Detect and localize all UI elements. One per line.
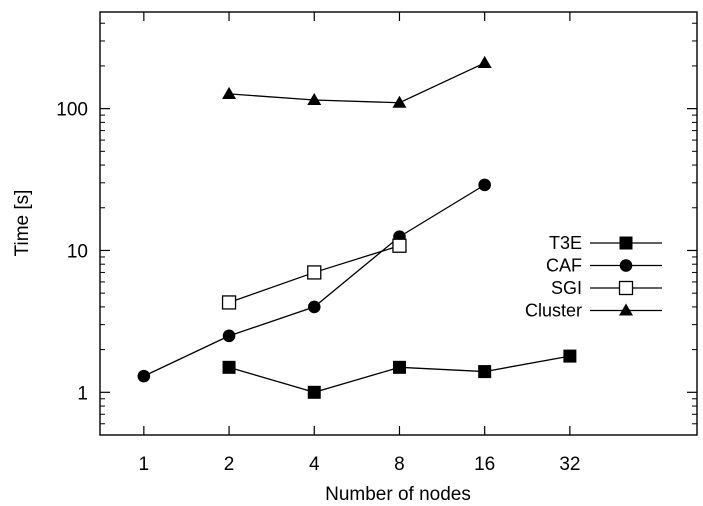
legend-marker-caf — [619, 259, 633, 272]
x-tick-label: 16 — [474, 454, 495, 475]
series-layer — [137, 55, 577, 399]
legend-entry-t3e: T3E — [549, 233, 662, 253]
data-point-t3e — [392, 360, 406, 374]
legend-marker-t3e — [619, 236, 633, 250]
series-sgi — [221, 238, 407, 310]
legend-label: Cluster — [525, 301, 582, 321]
x-axis-title: Number of nodes — [325, 484, 471, 505]
data-point-cluster — [222, 86, 237, 99]
plot-area-border — [99, 11, 698, 436]
series-line-cluster — [229, 62, 485, 104]
x-tick-label: 32 — [559, 454, 580, 475]
data-point-t3e — [307, 385, 321, 399]
data-point-caf — [137, 369, 151, 383]
legend-label: CAF — [546, 256, 582, 276]
x-tick-label: 8 — [394, 454, 405, 475]
x-tick-label: 2 — [224, 454, 235, 475]
legend-marker-cluster — [619, 303, 633, 316]
x-axis-ticks: 1 2 4 8 16 32 — [139, 12, 580, 475]
series-line-caf — [143, 184, 486, 377]
data-point-sgi — [221, 295, 237, 310]
y-axis-ticks: 1 10 100 — [56, 22, 697, 436]
data-point-t3e — [563, 349, 577, 363]
y-tick-label: 1 — [77, 383, 88, 404]
data-point-t3e — [478, 365, 492, 379]
legend-label: SGI — [551, 278, 582, 298]
legend-marker-sgi — [618, 280, 634, 296]
y-axis-title: Time [s] — [12, 190, 33, 257]
x-tick-label: 1 — [139, 454, 150, 475]
plot-frame — [99, 11, 698, 436]
data-point-cluster — [307, 93, 322, 106]
x-tick-label: 4 — [309, 454, 320, 475]
data-point-cluster — [392, 95, 407, 108]
data-point-sgi — [392, 238, 407, 253]
data-point-sgi — [307, 265, 322, 280]
legend-entry-sgi: SGI — [551, 278, 662, 298]
data-point-caf — [307, 300, 321, 314]
data-point-t3e — [222, 360, 236, 374]
legend-label: T3E — [549, 233, 582, 253]
series-t3e — [222, 349, 577, 399]
data-point-cluster — [477, 55, 492, 68]
series-caf — [137, 178, 491, 383]
y-tick-label: 10 — [67, 241, 88, 262]
y-tick-label: 100 — [56, 100, 88, 121]
series-cluster — [222, 55, 492, 108]
legend-entry-cluster: Cluster — [525, 301, 662, 321]
legend-entry-caf: CAF — [546, 256, 662, 276]
data-point-caf — [222, 329, 236, 343]
data-point-caf — [478, 178, 491, 192]
